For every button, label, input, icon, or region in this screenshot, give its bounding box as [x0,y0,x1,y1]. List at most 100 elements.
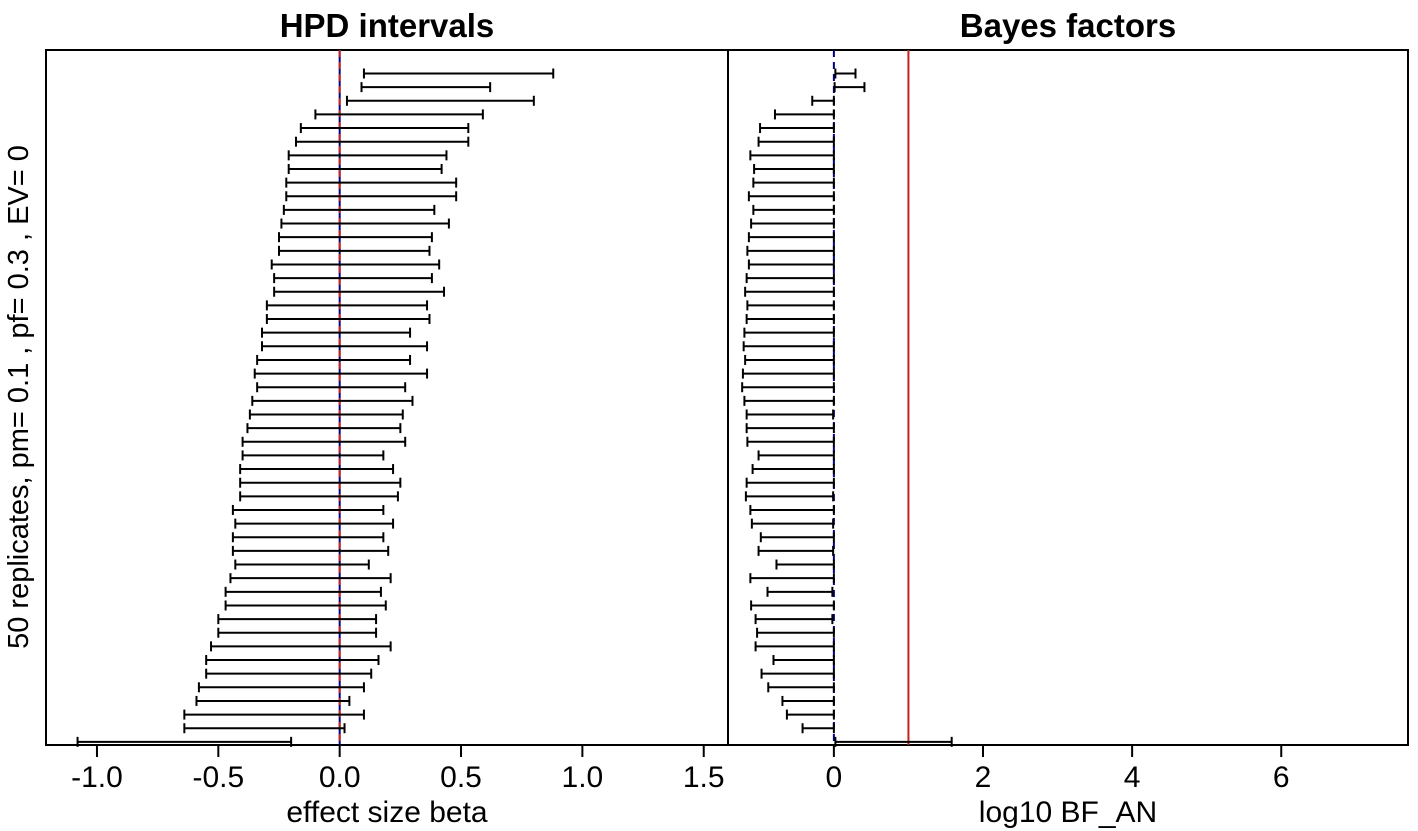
bayes-interval-row [751,464,835,475]
bayes-interval-row [772,655,835,666]
hpd-interval-row [251,395,414,406]
hpd-interval-row [231,545,390,556]
bayes-interval-row [746,300,835,311]
hpd-interval-row [239,477,402,488]
bayes-interval-row [745,273,835,284]
hpd-interval-row [261,327,412,338]
hpd-interval-row [265,314,431,325]
bayes-interval-row [811,95,835,106]
hpd-interval-row [183,709,365,720]
hpd-interval-row [360,82,492,93]
hpd-interval-row [253,368,429,379]
hpd-interval-row [205,655,380,666]
hpd-interval-row [241,450,385,461]
bayes-interval-row [750,600,835,611]
hpd-interval-row [277,245,431,256]
bayes-interval-row [775,559,835,570]
hpd-interval-row [224,600,387,611]
hpd-interval-row [345,95,535,106]
bf-x-axis: 0 2 4 6 [826,745,1290,794]
hpd-interval-row [282,204,436,215]
hpd-interval-row [183,723,346,734]
bayes-interval-row [749,504,835,515]
x-tick-label: -0.5 [192,761,244,794]
bayes-interval-row [757,136,835,147]
hpd-interval-row [246,423,402,434]
x-tick-label: 0.5 [440,761,482,794]
hpd-x-axis: -1.0 -0.5 0.0 0.5 1.0 1.5 [71,745,725,794]
hpd-interval-row [234,559,370,570]
bayes-interval-row [781,695,835,706]
y-axis-label: 50 replicates, pm= 0.1 , pf= 0.3 , EV= 0 [3,145,35,649]
hpd-interval-row [265,300,429,311]
bayes-interval-row [742,341,835,352]
hpd-interval-row [231,504,385,515]
bayes-interval-row [744,491,835,502]
bayes-interval-row [743,327,835,338]
bayes-interval-row [745,477,835,488]
bf-panel-title: Bayes factors [960,7,1176,44]
hpd-interval-row [280,218,450,229]
bayes-interval-row [785,709,835,720]
x-tick-label: -1.0 [71,761,123,794]
hpd-interval-row [285,191,458,202]
hpd-interval-row [261,341,429,352]
hpd-x-axis-label: effect size beta [286,796,488,829]
hpd-interval-row [234,518,395,529]
bayes-interval-row [746,245,835,256]
bayes-interval-row [766,586,834,597]
bayes-interval-row [746,436,835,447]
bayes-interval-row [801,723,835,734]
hpd-interval-row [362,68,555,79]
bf-x-axis-label: log10 BF_AN [979,796,1157,829]
bf-intervals-group [741,68,953,747]
bayes-interval-row [750,218,835,229]
bf-reference-lines [832,50,910,745]
hpd-interval-row [285,177,458,188]
x-tick-label: 4 [1124,761,1141,794]
bayes-interval-row [743,395,835,406]
bayes-interval-row [754,614,834,625]
bayes-interval-row [759,532,835,543]
bayes-interval-row [760,668,835,679]
bayes-interval-row [741,382,835,393]
bayes-interval-row [834,68,857,79]
hpd-interval-row [314,109,484,120]
bayes-interval-row [747,259,835,270]
hpd-interval-row [287,150,448,161]
hpd-interval-row [197,682,365,693]
bayes-interval-row [741,368,835,379]
x-tick-label: 1.0 [562,761,604,794]
hpd-interval-row [205,668,373,679]
hpd-interval-row [270,259,441,270]
bf-panel-box [727,49,1409,746]
bayes-interval-row [834,736,953,747]
hpd-interval-row [248,409,404,420]
hpd-interval-row [256,354,412,365]
hpd-interval-row [231,532,385,543]
x-tick-label: 6 [1273,761,1290,794]
hpd-interval-row [229,573,392,584]
bayes-interval-row [750,518,835,529]
hpd-interval-row [299,123,470,134]
bayes-interval-row [745,314,835,325]
bayes-interval-row [767,682,835,693]
hpd-interval-row [277,232,433,243]
hpd-interval-row [239,464,395,475]
bayes-interval-row [752,204,835,215]
bayes-interval-row [744,286,835,297]
x-tick-label: 0 [826,761,843,794]
hpd-interval-row [294,136,470,147]
hpd-interval-row [224,586,382,597]
bayes-interval-row [833,82,866,93]
bayes-interval-row [745,423,835,434]
hpd-interval-row [287,163,443,174]
hpd-interval-row [210,641,392,652]
hpd-intervals-group [76,68,555,747]
hpd-panel-box [45,49,729,746]
hpd-interval-row [217,627,378,638]
hpd-interval-row [76,736,293,747]
bayes-interval-row [747,191,835,202]
